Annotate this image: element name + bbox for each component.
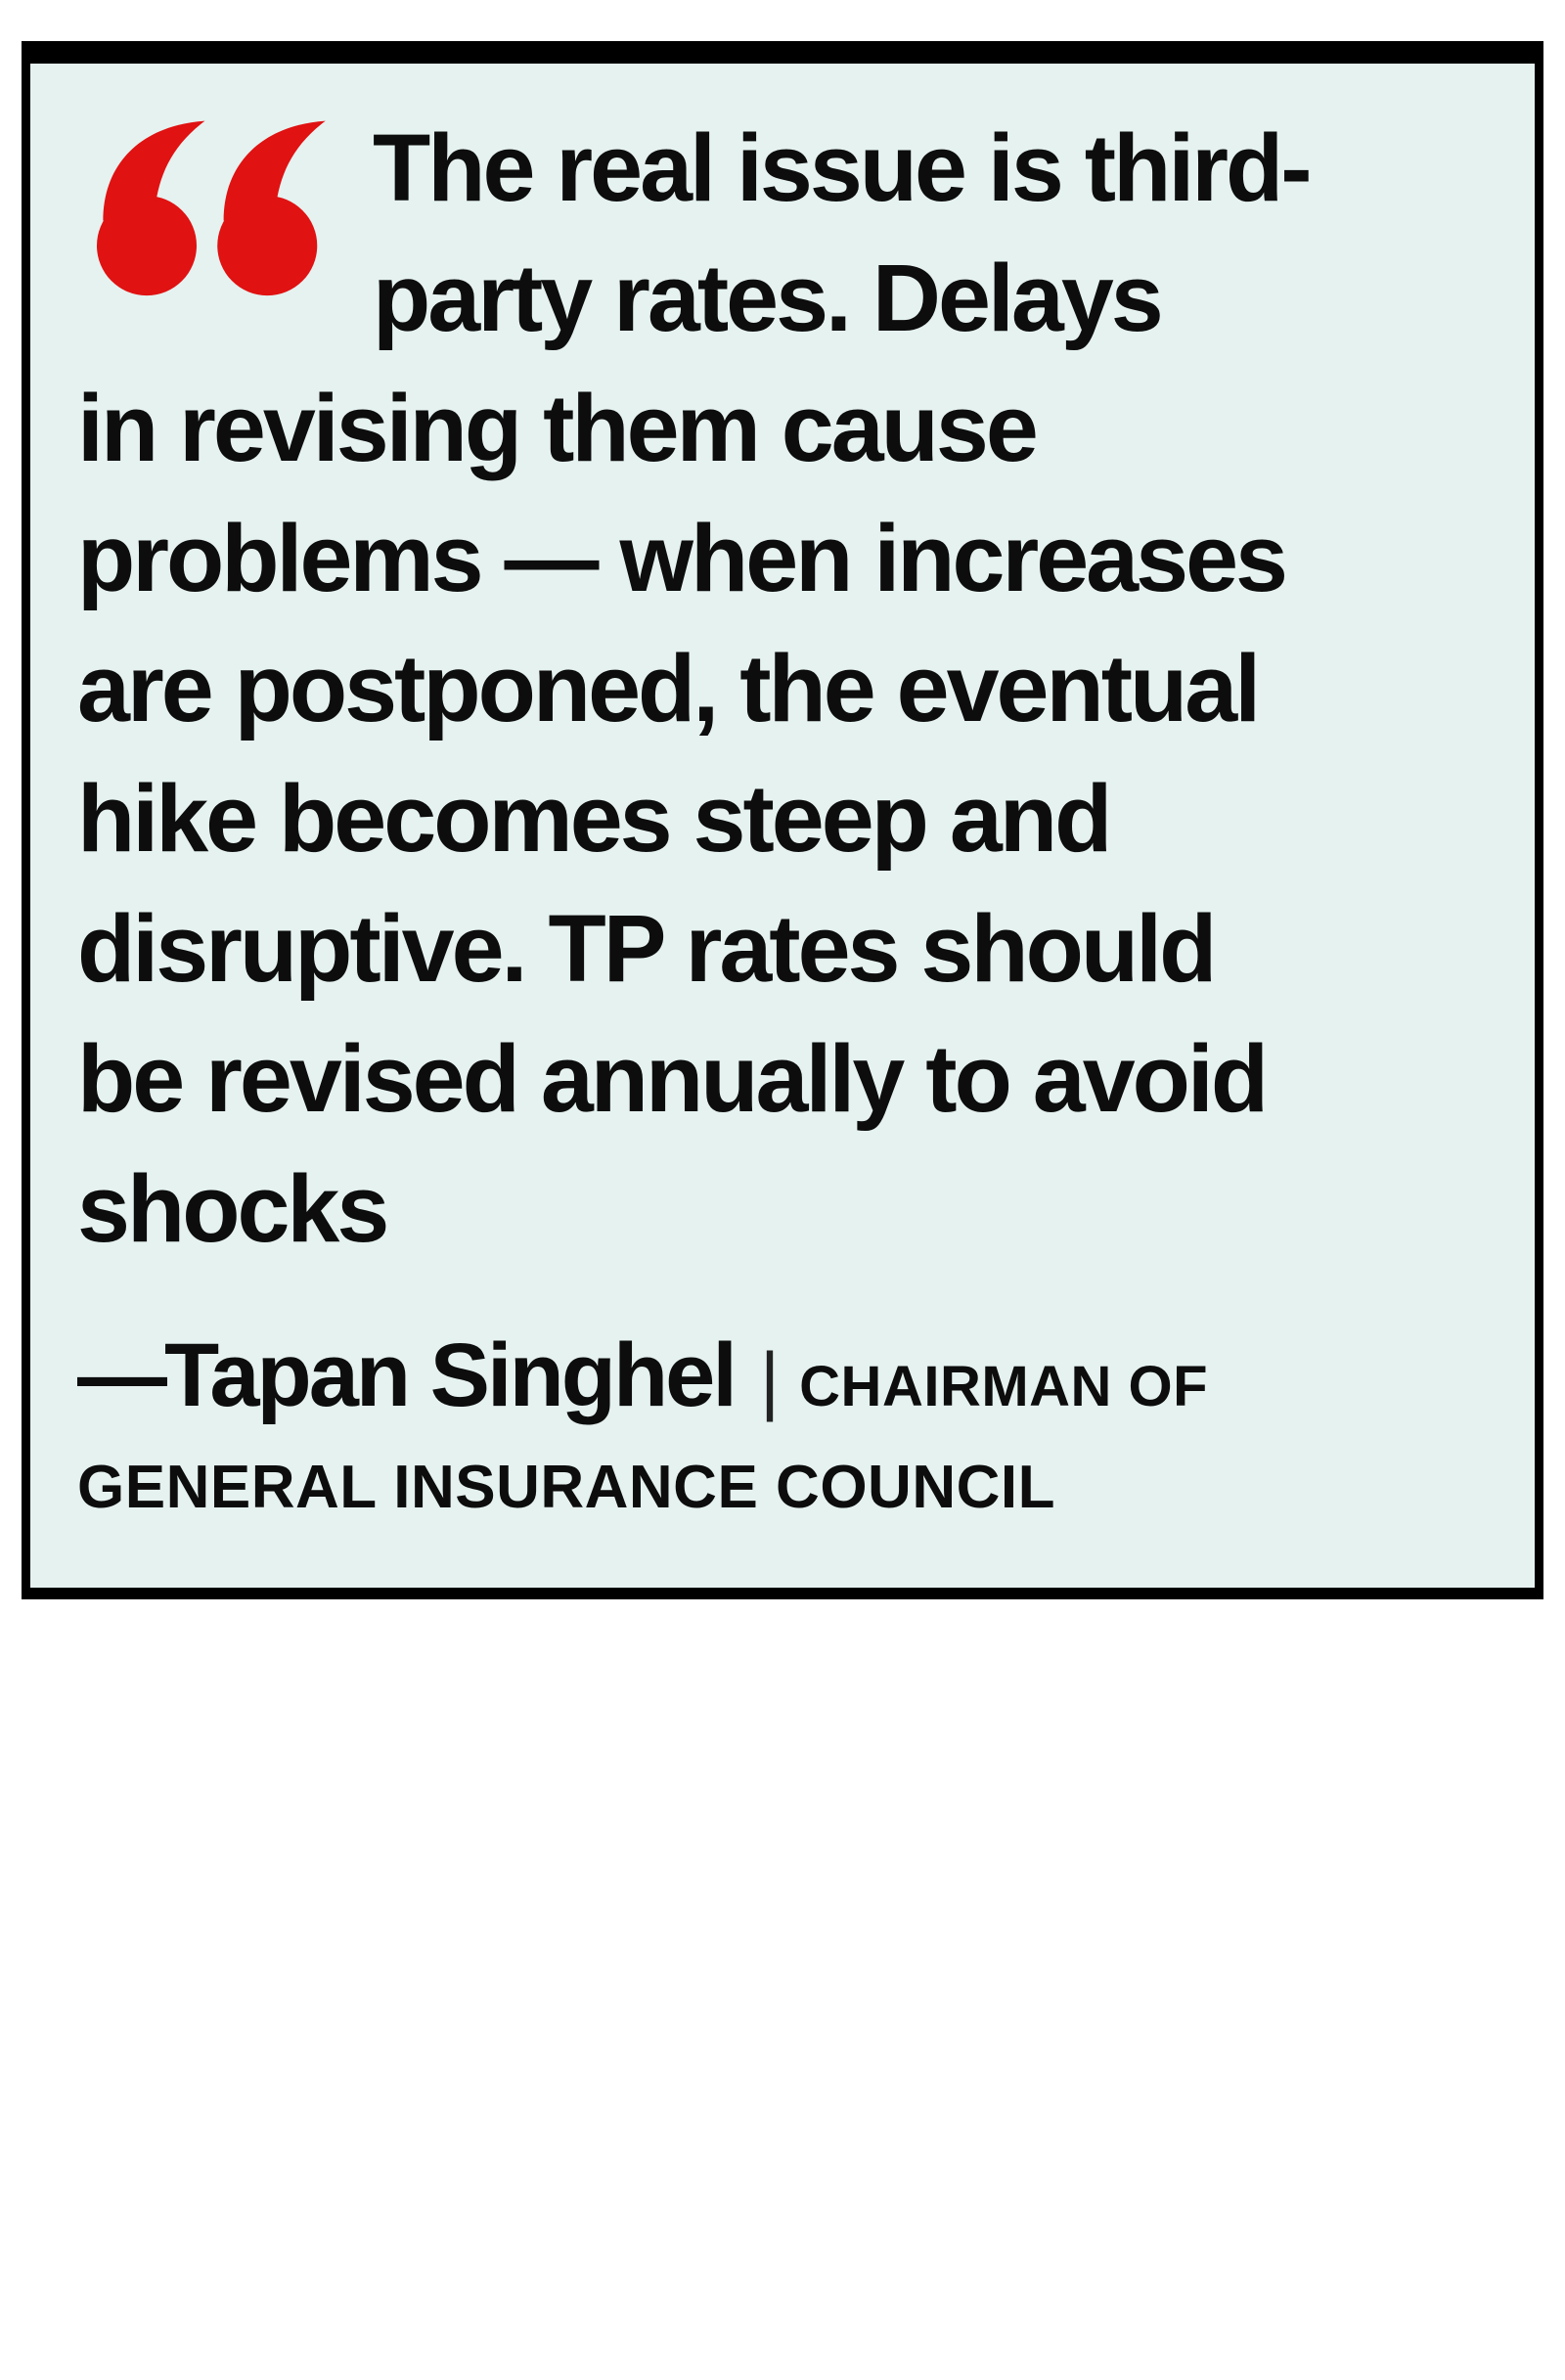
quote-line: are postponed, the eventual xyxy=(77,635,1261,741)
attribution-role-line-2: GENERAL INSURANCE COUNCIL xyxy=(77,1454,1055,1521)
quote-text: The real issue is third- party rates. De… xyxy=(77,103,1499,1274)
attribution-separator: | xyxy=(759,1336,781,1422)
quote-line: shocks xyxy=(77,1155,389,1262)
quote-line: The real issue is third- xyxy=(373,114,1313,221)
attribution-name: —Tapan Singhel xyxy=(77,1325,738,1425)
quote-line: party rates. Delays xyxy=(373,245,1164,351)
quote-line: be revised annually to avoid xyxy=(77,1025,1269,1132)
quote-line: hike becomes steep and xyxy=(77,765,1112,872)
attribution-role-line-1: CHAIRMAN OF xyxy=(799,1355,1209,1418)
open-quote-icon xyxy=(97,120,330,300)
quote-line: problems — when increases xyxy=(77,505,1288,611)
quote-comma-right xyxy=(217,120,326,296)
attribution-line-1: —Tapan Singhel | CHAIRMAN OF xyxy=(77,1325,1499,1427)
quote-comma-left xyxy=(97,120,205,296)
page: The real issue is third- party rates. De… xyxy=(0,41,1565,1599)
pull-quote-box: The real issue is third- party rates. De… xyxy=(22,41,1543,1599)
quote-line: in revising them cause xyxy=(77,375,1039,481)
quote-line: disruptive. TP rates should xyxy=(77,895,1217,1002)
attribution: —Tapan Singhel | CHAIRMAN OF GENERAL INS… xyxy=(77,1325,1499,1522)
